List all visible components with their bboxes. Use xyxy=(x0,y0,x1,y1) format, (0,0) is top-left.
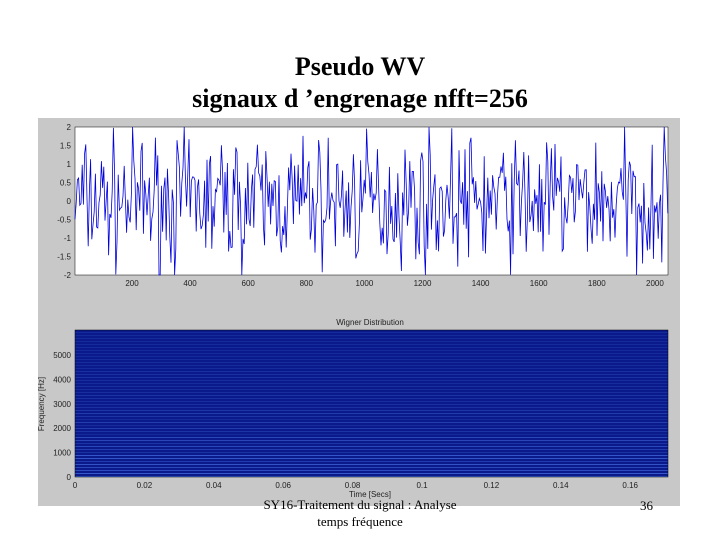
footer: temps fréquence xyxy=(317,514,403,529)
y-tick-label: -1.5 xyxy=(57,253,71,262)
y-tick-label: -2 xyxy=(64,271,72,280)
x-tick-label: 1600 xyxy=(530,279,548,288)
x-tick-label: 1800 xyxy=(588,279,606,288)
top-axes xyxy=(74,126,669,276)
stripe xyxy=(75,425,668,426)
stripe xyxy=(75,467,668,468)
x-tick-label: 0.08 xyxy=(345,481,361,490)
x-tick-label: 0.04 xyxy=(206,481,222,490)
bottom-axes xyxy=(74,329,669,478)
stripe xyxy=(75,413,668,414)
y-tick-label: 1.5 xyxy=(60,142,72,151)
y-tick-label: 1 xyxy=(67,160,72,169)
y-tick-label: -0.5 xyxy=(57,216,71,225)
x-tick-label: 0.06 xyxy=(275,481,291,490)
x-tick-label: 0.14 xyxy=(553,481,569,490)
stripe xyxy=(75,440,668,441)
stripe xyxy=(75,473,668,474)
stripe xyxy=(75,368,668,369)
x-tick-label: 800 xyxy=(300,279,314,288)
stripe xyxy=(75,344,668,345)
stripe xyxy=(75,359,668,360)
stripe xyxy=(75,398,668,399)
stripe xyxy=(75,461,668,462)
stripe xyxy=(75,365,668,366)
x-tick-label: 1200 xyxy=(414,279,432,288)
x-tick-label: 0.12 xyxy=(484,481,500,490)
y-tick-label: 1000 xyxy=(53,449,71,458)
stripe xyxy=(75,392,668,393)
stripe xyxy=(75,428,668,429)
stripe xyxy=(75,470,668,471)
x-tick-label: 0.02 xyxy=(137,481,153,490)
x-axis-label: Time [Secs] xyxy=(349,490,391,499)
stripe xyxy=(75,464,668,465)
stripe xyxy=(75,371,668,372)
x-tick-label: 400 xyxy=(183,279,197,288)
stripe xyxy=(75,341,668,342)
spectrogram-stripes xyxy=(75,332,668,477)
y-tick-label: 0.5 xyxy=(60,179,72,188)
stripe xyxy=(75,350,668,351)
y-tick-label: 2000 xyxy=(53,424,71,433)
stripe xyxy=(75,443,668,444)
y-tick-label: -1 xyxy=(64,234,72,243)
y-tick-label: 5000 xyxy=(53,351,71,360)
x-tick-label: 600 xyxy=(242,279,256,288)
page-number: 36 xyxy=(640,498,653,513)
stripe xyxy=(75,380,668,381)
x-tick-label: 0.1 xyxy=(416,481,428,490)
stripe xyxy=(75,332,668,333)
footer: SY16-Traitement du signal : Analyse xyxy=(263,497,457,512)
y-tick-label: 0 xyxy=(67,197,72,206)
x-tick-label: 1400 xyxy=(472,279,490,288)
slide-subtitle: signaux d ’engrenage nfft=256 xyxy=(192,84,528,113)
x-tick-label: 200 xyxy=(125,279,139,288)
stripe xyxy=(75,362,668,363)
stripe xyxy=(75,347,668,348)
stripe xyxy=(75,416,668,417)
y-tick-label: 2 xyxy=(67,123,72,132)
stripe xyxy=(75,419,668,420)
x-tick-label: 2000 xyxy=(646,279,664,288)
stripe xyxy=(75,422,668,423)
y-tick-label: 3000 xyxy=(53,400,71,409)
stripe xyxy=(75,449,668,450)
stripe xyxy=(75,338,668,339)
stripe xyxy=(75,434,668,435)
stripe xyxy=(75,401,668,402)
signal xyxy=(74,126,669,276)
stripe xyxy=(75,386,668,387)
stripe xyxy=(75,431,668,432)
stripe xyxy=(75,356,668,357)
slide-title: Pseudo WV xyxy=(294,52,426,81)
y-axis-label: Frequency [Hz] xyxy=(37,377,46,431)
stripe xyxy=(75,389,668,390)
stripe xyxy=(75,476,668,477)
x-tick-label: 0 xyxy=(73,481,78,490)
stripe xyxy=(75,395,668,396)
stripe xyxy=(75,455,668,456)
stripe xyxy=(75,437,668,438)
stripe xyxy=(75,410,668,411)
stripe xyxy=(75,335,668,336)
y-tick-label: 4000 xyxy=(53,375,71,384)
y-tick-label: 0 xyxy=(67,473,72,482)
x-tick-label: 0.16 xyxy=(622,481,638,490)
stripe xyxy=(75,446,668,447)
x-tick-label: 1000 xyxy=(356,279,374,288)
bottom-title: Wigner Distribution xyxy=(336,318,404,327)
stripe xyxy=(75,407,668,408)
stripe xyxy=(75,353,668,354)
stripe xyxy=(75,377,668,378)
stripe xyxy=(75,374,668,375)
stripe xyxy=(75,383,668,384)
stripe xyxy=(75,452,668,453)
stripe xyxy=(75,458,668,459)
stripe xyxy=(75,404,668,405)
spectrogram xyxy=(75,330,668,477)
